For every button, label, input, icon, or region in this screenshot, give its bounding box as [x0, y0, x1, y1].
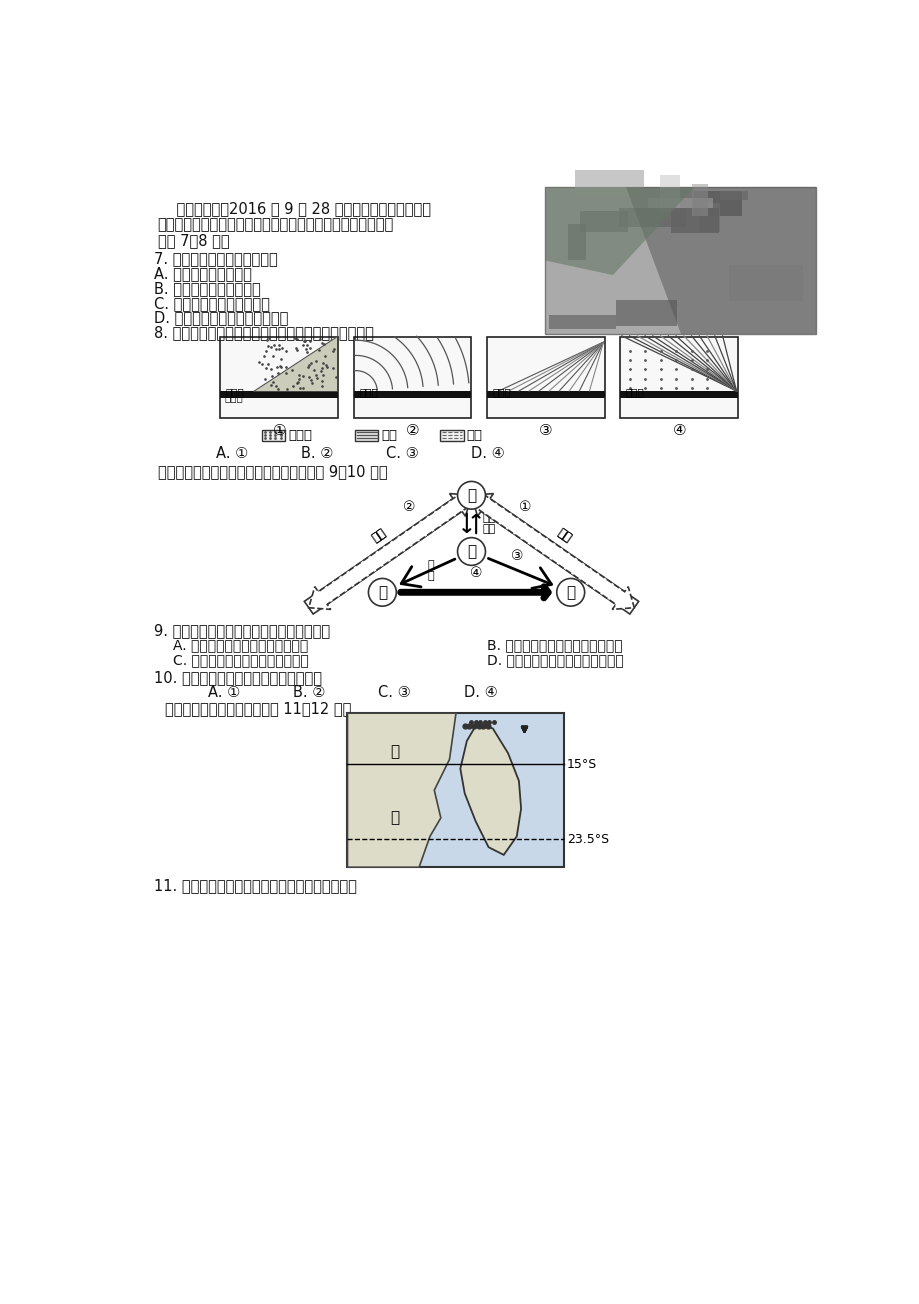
Text: C. 水圈、大气圈、生物圈、岩石圈: C. 水圈、大气圈、生物圈、岩石圈 [173, 653, 309, 668]
Bar [729, 266, 802, 301]
Polygon shape [545, 188, 694, 275]
Polygon shape [460, 722, 520, 855]
Bar [698, 203, 720, 232]
Text: 读自然环境中四大圈层间水分联系图，完成 9～10 题。: 读自然环境中四大圈层间水分联系图，完成 9～10 题。 [157, 464, 387, 480]
Bar [568, 224, 585, 259]
Text: 花岗岩: 花岗岩 [289, 429, 312, 442]
Polygon shape [471, 494, 638, 614]
Bar [545, 188, 815, 334]
Text: 乙: 乙 [565, 584, 574, 600]
Text: 蒸发: 蒸发 [369, 526, 388, 544]
Bar [486, 338, 604, 419]
Text: ①: ① [519, 499, 531, 514]
Bar [549, 316, 616, 329]
Bar [221, 338, 338, 419]
Text: 非: 非 [391, 745, 400, 759]
Text: 降水: 降水 [554, 526, 573, 544]
Text: C. 滑坡只发生在东部季风区: C. 滑坡只发生在东部季风区 [153, 296, 269, 310]
Text: 读马达加斯加岛位置图，完成 11～12 题。: 读马达加斯加岛位置图，完成 11～12 题。 [165, 700, 351, 716]
Bar [616, 300, 676, 326]
Text: ④: ④ [672, 422, 686, 438]
Text: ③: ③ [539, 422, 552, 438]
Text: B. ②: B. ② [293, 686, 325, 700]
Polygon shape [347, 713, 456, 867]
Text: A. ①: A. ① [216, 446, 248, 462]
Bar [440, 430, 463, 441]
Text: ③: ③ [510, 549, 523, 563]
Bar [670, 209, 718, 233]
Text: C. ③: C. ③ [378, 686, 411, 700]
Text: B. 滑坡只发生在高山地区: B. 滑坡只发生在高山地区 [153, 282, 260, 296]
Text: 降水: 降水 [369, 526, 388, 544]
Polygon shape [309, 489, 475, 609]
Bar [691, 184, 707, 216]
Text: 吸
收: 吸 收 [427, 559, 434, 582]
Bar [579, 211, 628, 232]
Polygon shape [304, 494, 471, 614]
Text: 8. 下图为公路沿线地质剖面图，其中最易发生滑坡的是: 8. 下图为公路沿线地质剖面图，其中最易发生滑坡的是 [153, 325, 373, 340]
Text: 10. 目前，人类影响水循环的主要环节是: 10. 目前，人类影响水循环的主要环节是 [153, 670, 322, 685]
Circle shape [556, 579, 584, 606]
Bar [221, 391, 338, 398]
Polygon shape [253, 336, 336, 391]
Text: D. ④: D. ④ [471, 446, 505, 462]
Text: 公路面: 公路面 [358, 387, 378, 396]
Text: 甲: 甲 [467, 488, 475, 503]
Text: D. ④: D. ④ [463, 686, 497, 700]
Text: 降水
蒸腾: 降水 蒸腾 [482, 512, 495, 535]
Text: 23.5°S: 23.5°S [566, 833, 608, 846]
Bar [619, 391, 737, 398]
Text: 受台风影响，2016 年 9 月 28 日浙江省丽水市遂昌县发: 受台风影响，2016 年 9 月 28 日浙江省丽水市遂昌县发 [157, 201, 430, 216]
Polygon shape [467, 489, 633, 609]
Text: 公路面: 公路面 [492, 387, 511, 396]
Bar [720, 192, 747, 201]
Bar [486, 391, 604, 398]
Text: C. ③: C. ③ [386, 446, 418, 462]
Text: 完成 7～8 题。: 完成 7～8 题。 [157, 233, 229, 249]
Text: 11. 该岛东西两侧自然带不同，其对应的自然带是: 11. 该岛东西两侧自然带不同，其对应的自然带是 [153, 878, 357, 893]
Bar [619, 338, 737, 419]
Text: ④: ④ [470, 566, 482, 580]
Circle shape [457, 481, 485, 509]
Bar [661, 189, 694, 207]
Text: B. ②: B. ② [301, 446, 333, 462]
Text: A. ①: A. ① [208, 686, 240, 700]
Bar [648, 198, 712, 207]
Bar [355, 430, 378, 441]
Text: A. 暴雨往往会诱发滑坡: A. 暴雨往往会诱发滑坡 [153, 266, 252, 282]
Text: 9. 图中甲、乙、丙、丁所表示的圈层依次是: 9. 图中甲、乙、丙、丁所表示的圈层依次是 [153, 623, 330, 638]
Text: 公路面: 公路面 [625, 387, 644, 396]
Text: 泥岩: 泥岩 [466, 429, 482, 442]
Bar [353, 391, 471, 398]
Bar [353, 338, 471, 419]
Circle shape [368, 579, 396, 606]
Text: 洲: 洲 [391, 810, 400, 825]
Circle shape [457, 537, 485, 566]
Bar [347, 713, 564, 867]
Text: ②: ② [405, 422, 419, 438]
Text: 丙: 丙 [467, 544, 475, 559]
Text: 丁: 丁 [378, 584, 387, 600]
Text: 公路面: 公路面 [225, 387, 244, 396]
Text: D. 大气圈、岩石圈、水圈、生物圈: D. 大气圈、岩石圈、水圈、生物圈 [486, 653, 623, 668]
Text: ①: ① [272, 422, 286, 438]
Text: D. 滑坡损失与当地经济水平无关: D. 滑坡损失与当地经济水平无关 [153, 310, 288, 326]
Text: B. 岩石圈、生物圈、大气圈、水圈: B. 岩石圈、生物圈、大气圈、水圈 [486, 639, 622, 652]
Text: 砂岩: 砂岩 [381, 429, 397, 442]
Text: 7. 下列对滑坡的叙述正确的是: 7. 下列对滑坡的叙述正确的是 [153, 252, 278, 266]
Text: ②: ② [403, 499, 415, 514]
Text: A. 大气圈、水圈、生物圈、岩石圈: A. 大气圈、水圈、生物圈、岩石圈 [173, 639, 308, 652]
Text: 生山体滑坡，造成重大人员伤亡和财产损失。读滑坡景观图，: 生山体滑坡，造成重大人员伤亡和财产损失。读滑坡景观图， [157, 218, 393, 232]
Bar [262, 430, 285, 441]
Bar [694, 190, 741, 216]
Text: 公路面: 公路面 [224, 391, 243, 402]
Bar [618, 209, 685, 227]
Text: 蒸发: 蒸发 [554, 526, 573, 544]
Bar [660, 175, 679, 213]
Polygon shape [626, 188, 815, 334]
Bar [574, 170, 643, 196]
Text: 15°S: 15°S [566, 758, 596, 771]
